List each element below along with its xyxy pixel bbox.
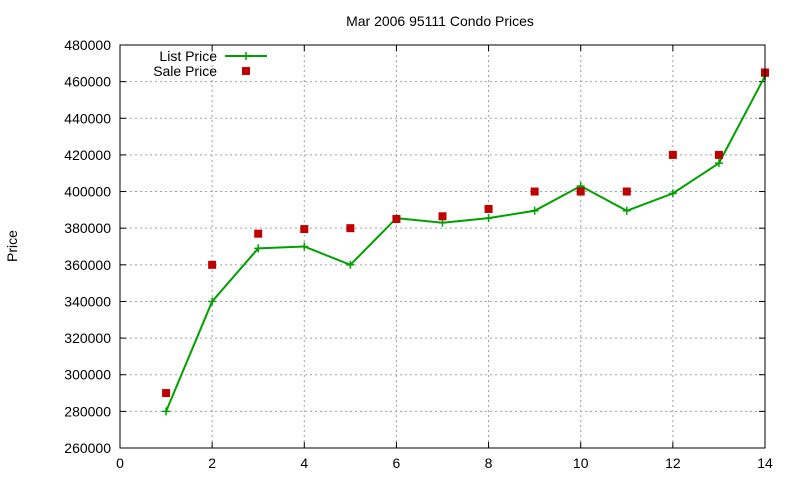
y-tick-label: 320000 [64,330,111,346]
list-price-point [300,242,309,251]
sale-price-point [576,187,585,196]
list-price-point [714,159,723,168]
legend-item: List Price [159,48,267,64]
sale-price-point [484,204,493,213]
sale-price-point [208,260,217,269]
sale-price-point [254,229,263,238]
y-tick-label: 480000 [64,37,111,53]
x-tick-label: 6 [393,455,401,471]
legend-square-swatch [242,67,250,75]
x-tick-label: 0 [116,455,124,471]
sale-price-point [438,212,447,221]
legend-item: Sale Price [153,63,250,79]
sale-price-point [346,224,355,233]
x-tick-label: 8 [485,455,493,471]
y-tick-label: 260000 [64,440,111,456]
series-layer [162,68,769,416]
list-price-point [208,297,217,306]
series-0 [162,72,769,416]
y-tick-label: 300000 [64,367,111,383]
list-price-point [346,260,355,269]
gridlines [120,45,765,448]
legend-cross-swatch [242,52,250,60]
x-tick-label: 14 [757,455,773,471]
list-price-point [668,189,677,198]
sale-price-point [622,187,631,196]
plot-frame [119,44,766,449]
series-1 [162,68,769,398]
y-axis-label: Price [4,230,20,262]
sale-price-point [392,215,401,224]
y-tick-label: 460000 [64,74,111,90]
y-tick-label: 440000 [64,110,111,126]
legend-label: List Price [159,48,217,64]
y-tick-label: 340000 [64,293,111,309]
y-tick-label: 400000 [64,184,111,200]
list-price-point [530,206,539,215]
list-price-line [165,75,766,412]
tick-labels: 260000 280000 300000 320000 340000 360000 3800… [64,37,773,471]
list-price-point [162,407,171,416]
x-tick-label: 2 [208,455,216,471]
y-tick-label: 360000 [64,257,111,273]
list-price-point [622,206,631,215]
y-tick-label: 380000 [64,220,111,236]
sale-price-point [162,389,171,398]
list-price-point [484,214,493,223]
legend-label: Sale Price [153,63,217,79]
sale-price-point [300,225,309,234]
x-tick-label: 10 [573,455,589,471]
y-tick-label: 420000 [64,147,111,163]
chart-title: Mar 2006 95111 Condo Prices [346,13,534,29]
axis-ticks [119,44,766,449]
sale-price-point [668,150,677,159]
x-tick-label: 4 [300,455,308,471]
list-price-point [254,244,263,253]
y-tick-label: 280000 [64,403,111,419]
sale-price-point [714,150,723,159]
sale-price-point [530,187,539,196]
x-tick-label: 12 [665,455,681,471]
